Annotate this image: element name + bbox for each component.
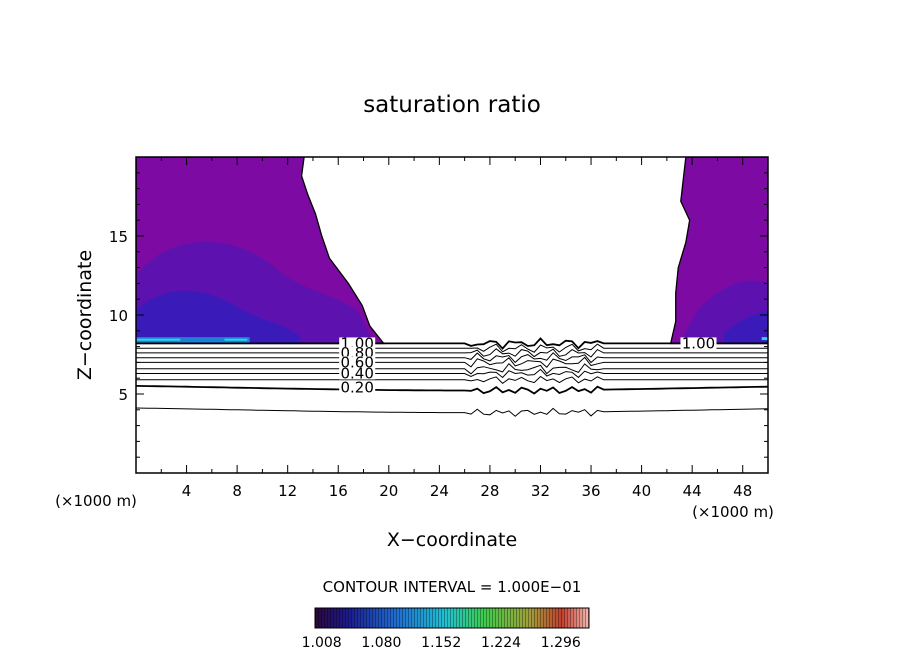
- x-tick-label: 32: [531, 482, 550, 500]
- contour-line: [136, 385, 768, 395]
- x-axis-label: X−coordinate: [387, 529, 517, 551]
- contour-label: 0.40: [340, 364, 373, 382]
- x-tick-label: 8: [232, 482, 242, 500]
- y-tick-label: 10: [109, 307, 128, 325]
- y-tick-label: 5: [118, 386, 128, 404]
- contour-line: [136, 375, 768, 385]
- contour-labels: 1.000.800.600.400.201.00: [339, 334, 717, 397]
- contour-line: [136, 352, 768, 364]
- colorbar-tick-label: 1.008: [302, 635, 342, 651]
- colorbar-tick-label: 1.080: [361, 635, 401, 651]
- x-unit-right: (×1000 m): [692, 503, 774, 521]
- x-tick-label: 16: [329, 482, 348, 500]
- colorbar-tick-label: 1.296: [541, 635, 581, 651]
- x-tick-label: 24: [430, 482, 449, 500]
- saturation-fill-layer: [136, 157, 768, 345]
- contour-line: [136, 356, 768, 369]
- chart-title: saturation ratio: [363, 92, 541, 118]
- x-tick-label: 20: [379, 482, 398, 500]
- contour-label-bg: [339, 367, 376, 380]
- x-unit-left: (×1000 m): [55, 492, 137, 510]
- x-tick-label: 44: [683, 482, 702, 500]
- y-tick-label: 15: [109, 228, 128, 246]
- contour-line: [136, 407, 768, 417]
- left-edge-strip: [136, 337, 250, 344]
- contour-lines: [136, 337, 768, 417]
- contour-interval-label: CONTOUR INTERVAL = 1.000E−01: [323, 578, 582, 596]
- contour-line: [136, 362, 768, 375]
- contour-line: [136, 368, 768, 379]
- left-deep-band: [136, 290, 301, 344]
- right-cyan-strip: [761, 337, 768, 341]
- contour-label-bg: [339, 356, 376, 369]
- colorbar-hatch: [315, 608, 589, 628]
- contour-label-bg: [680, 337, 717, 350]
- x-tick-label: 12: [278, 482, 297, 500]
- x-tick-label: 28: [480, 482, 499, 500]
- contour-line: [136, 348, 768, 358]
- contour-label: 0.20: [340, 379, 373, 397]
- x-tick-label: 48: [733, 482, 752, 500]
- left-cyan-strip: [136, 338, 181, 341]
- colorbar-tick-label: 1.152: [421, 635, 461, 651]
- contour-label-bg: [339, 346, 376, 359]
- colorbar-tick-label: 1.224: [481, 635, 521, 651]
- left-cyan-strip-2: [224, 338, 248, 341]
- contour-label: 0.60: [340, 353, 373, 371]
- contour-label-bg: [339, 337, 376, 350]
- contour-label-bg: [339, 381, 376, 394]
- x-tick-label: 40: [632, 482, 651, 500]
- contour-label: 1.00: [682, 334, 715, 352]
- contour-line: [136, 343, 768, 353]
- y-axis-label: Z−coordinate: [74, 250, 96, 380]
- contour-line: [136, 337, 768, 350]
- x-tick-label: 36: [581, 482, 600, 500]
- colorbar-tick-labels: 1.008 1.080 1.152 1.224 1.296: [302, 635, 581, 651]
- x-tick-label: 4: [182, 482, 192, 500]
- right-deep-band: [723, 310, 768, 344]
